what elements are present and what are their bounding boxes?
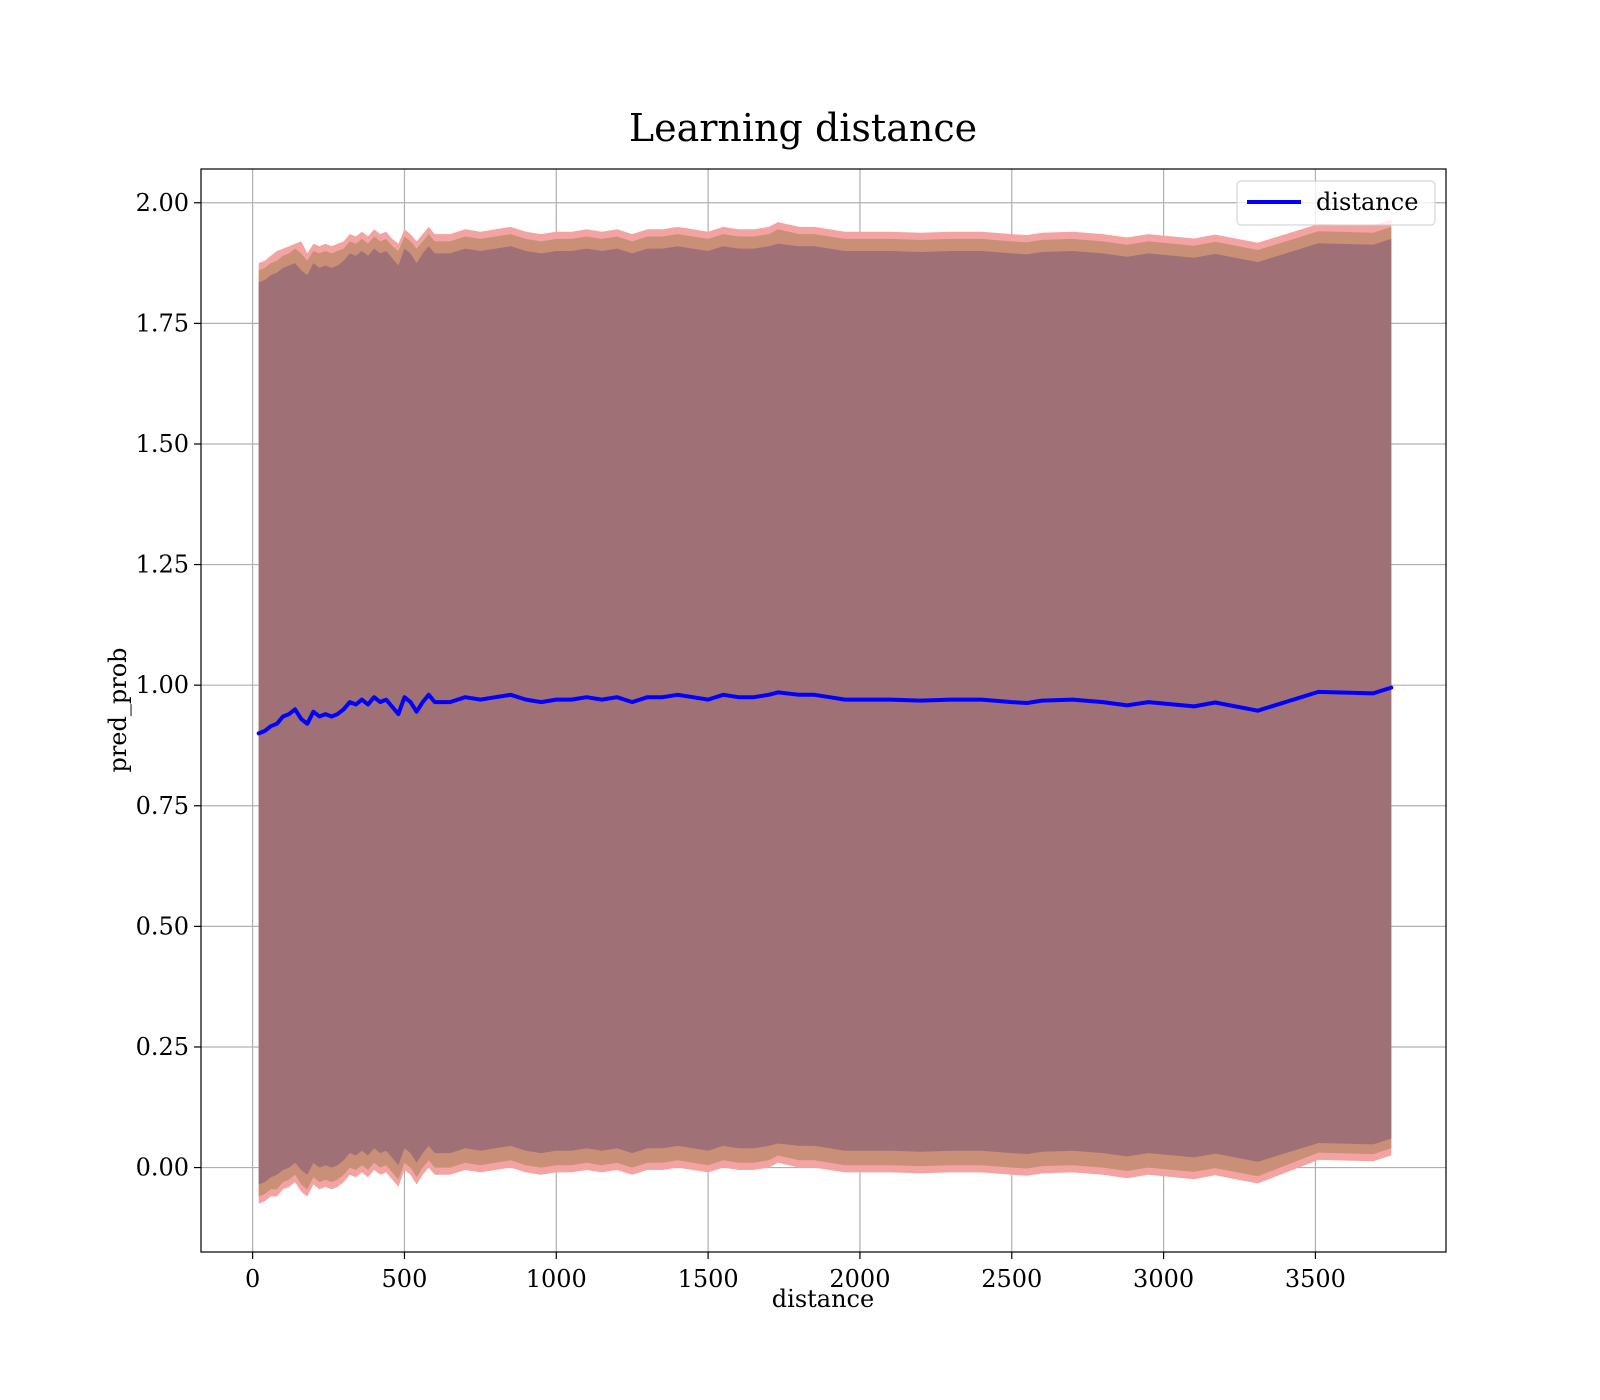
plot-frame	[200, 168, 1447, 1253]
x-tick-label: 0	[245, 1265, 260, 1293]
chart-title: Learning distance	[629, 106, 977, 150]
y-axis: 0.00 0.25 0.50 0.75 1.00 1.25 1.50 1.75 2.00	[136, 189, 201, 1182]
legend-box	[1236, 180, 1436, 226]
x-tick-label: 2000	[829, 1265, 890, 1293]
y-tick-label: 0.75	[136, 792, 189, 820]
y-axis-label: pred_prob	[104, 647, 132, 772]
y-tick-label: 1.50	[136, 430, 189, 458]
y-tick-label: 1.75	[136, 309, 189, 337]
y-tick-label: 0.00	[136, 1154, 189, 1182]
y-tick-label: 1.00	[136, 671, 189, 699]
x-axis-label: distance	[772, 1285, 874, 1313]
y-tick-label: 1.25	[136, 551, 189, 579]
x-tick-label: 1500	[678, 1265, 739, 1293]
series-line-distance	[256, 685, 1394, 736]
y-tick-label: 0.50	[136, 912, 189, 940]
series-layer	[256, 685, 1394, 736]
legend: distance	[1236, 180, 1436, 226]
x-tick-label: 2500	[981, 1265, 1042, 1293]
y-tick-label: 0.25	[136, 1033, 189, 1061]
y-tick-label: 2.00	[136, 189, 189, 217]
x-axis: 0 500 1000 1500 2000 2500 3000 3500	[245, 1252, 1346, 1293]
x-tick-label: 1000	[526, 1265, 587, 1293]
x-tick-label: 500	[382, 1265, 428, 1293]
x-tick-label: 3500	[1285, 1265, 1346, 1293]
confidence-bands	[258, 219, 1392, 1204]
band-inner	[258, 238, 1392, 1185]
x-tick-label: 3000	[1133, 1265, 1194, 1293]
legend-label: distance	[1316, 188, 1418, 216]
